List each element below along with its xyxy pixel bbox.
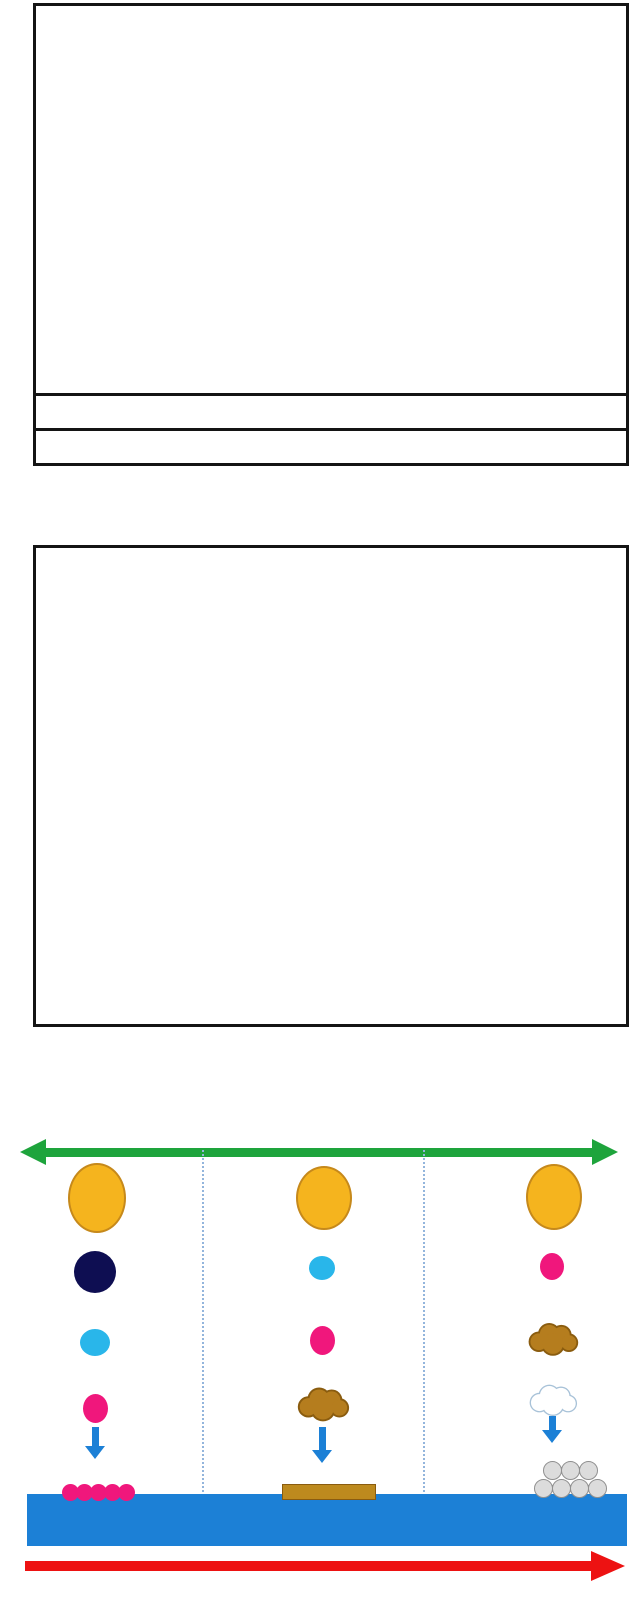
panel-a-ref-row-fto-box (33, 428, 629, 466)
aerosol-particle-icon (90, 1484, 107, 1501)
vapor-film (282, 1484, 376, 1500)
vapor-cloud-icon (297, 1387, 350, 1422)
vapor-cloud-icon (528, 1323, 579, 1356)
column-divider-1 (202, 1150, 204, 1496)
sublimate-particle-icon (588, 1479, 607, 1498)
increasing-temperature-arrow (25, 1551, 625, 1581)
solid-particle-icon (83, 1394, 108, 1423)
xrd-curves-canvas (0, 0, 300, 150)
arrow-down-head-icon (85, 1446, 105, 1459)
sublimate-particle-icon (570, 1479, 589, 1498)
aerosol-particle-icon (104, 1484, 121, 1501)
solid-particle-icon (540, 1253, 564, 1280)
arrow-down-head-icon (542, 1430, 562, 1443)
aerosol-particle-icon (62, 1484, 79, 1501)
deposition-arrow-3 (542, 1416, 562, 1443)
sublimate-particle-icon (561, 1461, 580, 1480)
aerosol-particle-icon (118, 1484, 135, 1501)
sublimate-particle-icon (579, 1461, 598, 1480)
droplet-initial-icon (296, 1166, 352, 1230)
deposition-arrow-1 (85, 1427, 105, 1459)
sublimate-particle-icon (552, 1479, 571, 1498)
arrow-shaft (25, 1561, 591, 1571)
sublimate-particle-icon (534, 1479, 553, 1498)
droplet-initial-icon (68, 1163, 126, 1233)
arrow-shaft (318, 1427, 326, 1450)
solid-particle-icon (310, 1326, 335, 1355)
arrow-down-head-icon (312, 1450, 332, 1463)
droplet-shrunken-icon (80, 1329, 110, 1356)
sublimate-cloud-icon (529, 1384, 578, 1416)
column-divider-2 (423, 1150, 425, 1496)
aerosol-particle-icon (76, 1484, 93, 1501)
droplet-concentrated-icon (74, 1251, 116, 1293)
substrate-bar (27, 1494, 627, 1546)
arrow-shaft (46, 1147, 592, 1157)
deposition-arrow-2 (312, 1427, 332, 1463)
constant-droplet-size-arrow (20, 1139, 618, 1165)
arrow-shaft (91, 1427, 99, 1446)
arrow-left-head-icon (20, 1139, 46, 1165)
droplet-shrunken-icon (309, 1256, 335, 1280)
arrow-shaft (548, 1416, 556, 1430)
droplet-initial-icon (526, 1164, 582, 1230)
arrow-right-head-icon (591, 1551, 625, 1581)
arrow-right-head-icon (592, 1139, 618, 1165)
sublimate-particle-icon (543, 1461, 562, 1480)
panel-a-ref-row-wo3-box (33, 393, 629, 431)
panel-b-plot-box (33, 545, 629, 1027)
